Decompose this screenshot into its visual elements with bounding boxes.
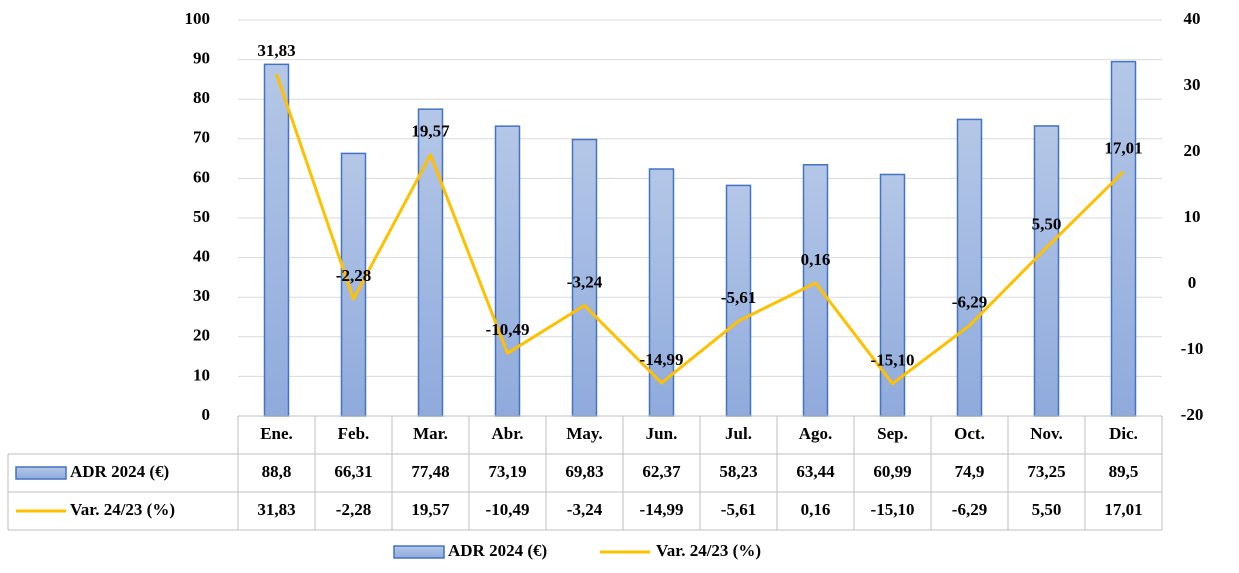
bar	[494, 125, 521, 417]
data-label: -10,49	[486, 320, 530, 339]
y-tick-label: 70	[193, 128, 210, 147]
y-tick-label: 0	[202, 405, 211, 424]
y-tick-label: 100	[185, 9, 211, 28]
legend-label: Var. 24/23 (%)	[656, 541, 761, 560]
y-tick-label: 90	[193, 49, 210, 68]
x-tick-label: Mar.	[413, 424, 448, 443]
table-cell: 74,9	[955, 462, 985, 481]
y2-tick-label: 0	[1188, 273, 1197, 292]
y-tick-label: 10	[193, 365, 210, 384]
legend-key	[15, 466, 67, 480]
x-tick-label: Sep.	[877, 424, 908, 443]
bar	[956, 118, 983, 417]
data-label: -15,10	[871, 351, 915, 370]
y-tick-label: 40	[193, 247, 210, 266]
bar	[263, 63, 290, 417]
table-cell: -15,10	[871, 500, 915, 519]
bar	[1110, 60, 1137, 417]
x-tick-label: Feb.	[338, 424, 370, 443]
table-cell: 19,57	[411, 500, 450, 519]
x-tick-label: Ago.	[799, 424, 833, 443]
data-label: -14,99	[640, 350, 684, 369]
row-header: Var. 24/23 (%)	[70, 500, 175, 519]
data-label: -5,61	[721, 288, 756, 307]
legend-key	[393, 545, 445, 559]
x-tick-label: Jun.	[646, 424, 678, 443]
table-cell: 77,48	[411, 462, 449, 481]
y2-tick-label: -10	[1181, 339, 1204, 358]
table-cell: 73,25	[1027, 462, 1065, 481]
table-cell: 62,37	[642, 462, 681, 481]
bar	[1033, 125, 1060, 417]
y2-tick-label: 30	[1184, 75, 1201, 94]
x-tick-label: Nov.	[1030, 424, 1063, 443]
x-tick-label: May.	[566, 424, 602, 443]
table-cell: 5,50	[1032, 500, 1062, 519]
table-cell: 89,5	[1109, 462, 1139, 481]
y-tick-label: 60	[193, 167, 210, 186]
legend-label: ADR 2024 (€)	[448, 541, 547, 560]
table-cell: 88,8	[262, 462, 292, 481]
bar	[648, 168, 675, 417]
x-tick-label: Dic.	[1109, 424, 1138, 443]
x-tick-label: Abr.	[492, 424, 524, 443]
data-label: 5,50	[1032, 215, 1062, 234]
data-label: 17,01	[1104, 139, 1142, 158]
table-cell: -10,49	[486, 500, 530, 519]
table-cell: 60,99	[873, 462, 911, 481]
y2-tick-label: -20	[1181, 405, 1204, 424]
table-cell: 73,19	[488, 462, 526, 481]
data-label: -3,24	[567, 272, 603, 291]
line	[275, 73, 1125, 386]
row-header: ADR 2024 (€)	[70, 462, 169, 481]
table-cell: -6,29	[952, 500, 987, 519]
table-cell: 58,23	[719, 462, 757, 481]
data-label: -6,29	[952, 292, 987, 311]
x-tick-label: Oct.	[954, 424, 985, 443]
y2-tick-label: 10	[1184, 207, 1201, 226]
bar	[417, 108, 444, 417]
y-tick-label: 80	[193, 88, 210, 107]
table-cell: -2,28	[336, 500, 371, 519]
x-tick-label: Ene.	[260, 424, 293, 443]
x-tick-label: Jul.	[725, 424, 752, 443]
table-cell: 31,83	[257, 500, 295, 519]
data-label: -2,28	[336, 266, 371, 285]
y-tick-label: 30	[193, 286, 210, 305]
bar	[879, 173, 906, 417]
y2-tick-label: 40	[1184, 9, 1201, 28]
y2-tick-label: 20	[1184, 141, 1201, 160]
data-label: 0,16	[801, 250, 831, 269]
y-tick-label: 50	[193, 207, 210, 226]
table-cell: 0,16	[801, 500, 831, 519]
table-cell: 66,31	[334, 462, 372, 481]
table-cell: 17,01	[1104, 500, 1142, 519]
data-label: 31,83	[257, 41, 295, 60]
bar	[725, 184, 752, 417]
table-cell: 69,83	[565, 462, 603, 481]
data-label: 19,57	[411, 122, 450, 141]
table-cell: -3,24	[567, 500, 603, 519]
table-cell: -5,61	[721, 500, 756, 519]
table-cell: 63,44	[796, 462, 835, 481]
y-tick-label: 20	[193, 326, 210, 345]
bar	[802, 164, 829, 417]
table-cell: -14,99	[640, 500, 684, 519]
